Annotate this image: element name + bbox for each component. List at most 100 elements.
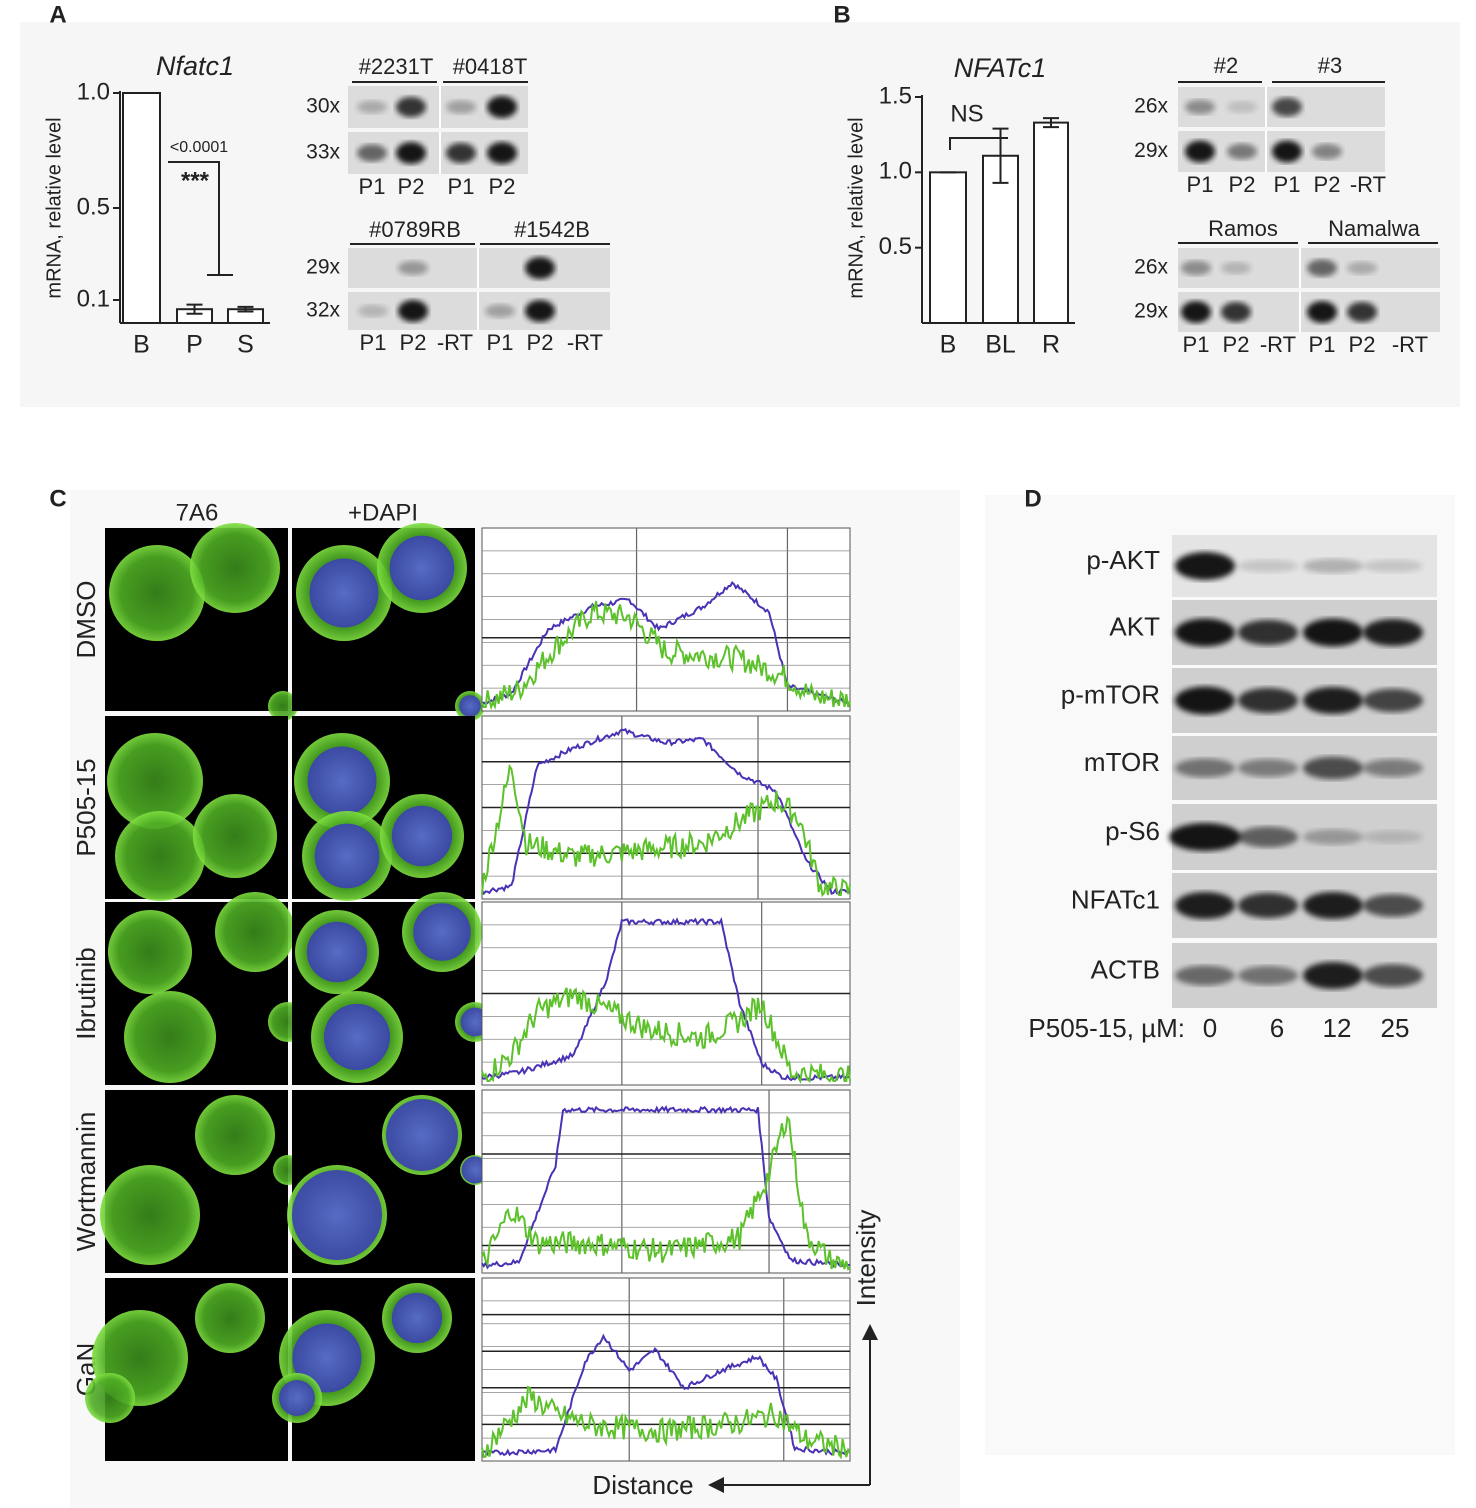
blot-band [1303,891,1363,920]
cell [108,910,192,994]
intensity-profile [481,1385,851,1460]
row-label: DMSO [71,581,101,659]
intensity-profile [481,600,851,711]
gel-band [1272,140,1302,163]
panel-ab-background [20,22,1460,407]
nucleus [386,1099,458,1171]
y-axis-label: mRNA, relative level [43,117,65,298]
blot-band [1363,830,1423,844]
lane-label: P2 [400,330,427,355]
blot-band [1175,686,1235,715]
protein-label: AKT [1109,611,1160,641]
protein-label: p-mTOR [1061,679,1160,709]
x-tick-label: BL [985,331,1016,359]
nucleus [391,805,453,867]
gel-header: #2231T [359,54,434,79]
blot-band [1238,892,1298,919]
cell [195,1283,265,1353]
cycle-label: 29x [306,256,340,279]
gel-header: #3 [1318,53,1342,78]
lane-label: -RT [1350,172,1386,197]
column-header: +DAPI [348,499,418,526]
row-label: Ibrutinib [71,947,101,1040]
annotation: NS [950,100,983,127]
y-tick-label: 1.5 [879,82,912,109]
intensity-profile [481,727,851,896]
y-tick-label: 1.0 [77,78,110,105]
y-tick-label: 1.0 [879,158,912,185]
gel-band [398,260,428,276]
cell [193,794,277,878]
nucleus [309,558,379,628]
blot-band [1238,758,1298,778]
protein-label: NFATc1 [1071,884,1160,914]
column-header: 7A6 [176,499,219,526]
intensity-profile [481,917,851,1082]
nucleus [292,1170,382,1260]
gel-band [1227,101,1257,113]
nucleus [306,921,368,983]
lane-label: P2 [489,174,516,199]
gel-band [1227,143,1257,160]
gel-header: #0789RB [369,217,461,242]
blot-band [1363,758,1423,778]
axis-arrow [722,1338,871,1486]
lane-label: P1 [1187,172,1214,197]
cell [115,811,205,901]
y-tick-label: 0.5 [879,233,912,260]
gel-band [1185,140,1215,163]
dose-value: 25 [1381,1013,1410,1043]
gel-header: #0418T [453,54,528,79]
nucleus [389,535,455,601]
cell [124,991,216,1083]
gel-header: Namalwa [1328,216,1420,241]
cycle-label: 32x [306,299,340,322]
bar [1033,121,1069,325]
cell [268,691,298,721]
protein-label: p-AKT [1086,545,1160,575]
lane-label: P1 [359,174,386,199]
cell [195,1095,275,1175]
blot-band [1238,619,1298,646]
cell [85,1373,135,1423]
gel-band [485,304,515,318]
blot-band [1169,823,1241,851]
x-tick-label: S [237,331,254,359]
lane-label: P2 [1223,332,1250,357]
blot-band [1363,894,1423,917]
gel-band [398,300,428,322]
blot-band [1363,688,1423,713]
gel-band [446,142,476,164]
gel-header: #1542B [514,217,590,242]
intensity-profile [481,763,851,898]
gel-band [396,142,426,164]
protein-label: ACTB [1091,954,1160,984]
blot-band [1238,559,1298,573]
blot-band [1363,964,1423,987]
gel-band [358,304,388,318]
dose-value: 6 [1270,1013,1284,1043]
gel-band [1307,301,1337,323]
cell [109,545,205,641]
cycle-label: 26x [1134,256,1168,279]
blot-band [1303,558,1363,574]
nucleus [323,1003,391,1071]
panel-label: C [49,485,66,512]
intensity-profile [481,987,851,1084]
lane-label: P1 [487,330,514,355]
intensity-profile [481,1115,851,1271]
lane-label: P1 [448,174,475,199]
blot-band [1175,758,1235,778]
lane-label: P1 [360,330,387,355]
nucleus [292,1323,362,1393]
panel-label: B [833,1,850,28]
y-tick-label: 0.1 [77,285,110,312]
gel-band [446,100,476,114]
y-axis-label: mRNA, relative level [845,117,867,298]
x-tick-label: B [133,331,150,359]
nucleus [459,695,481,717]
error-bar [237,305,254,313]
cell [100,1165,200,1265]
gel-band [1181,260,1211,276]
